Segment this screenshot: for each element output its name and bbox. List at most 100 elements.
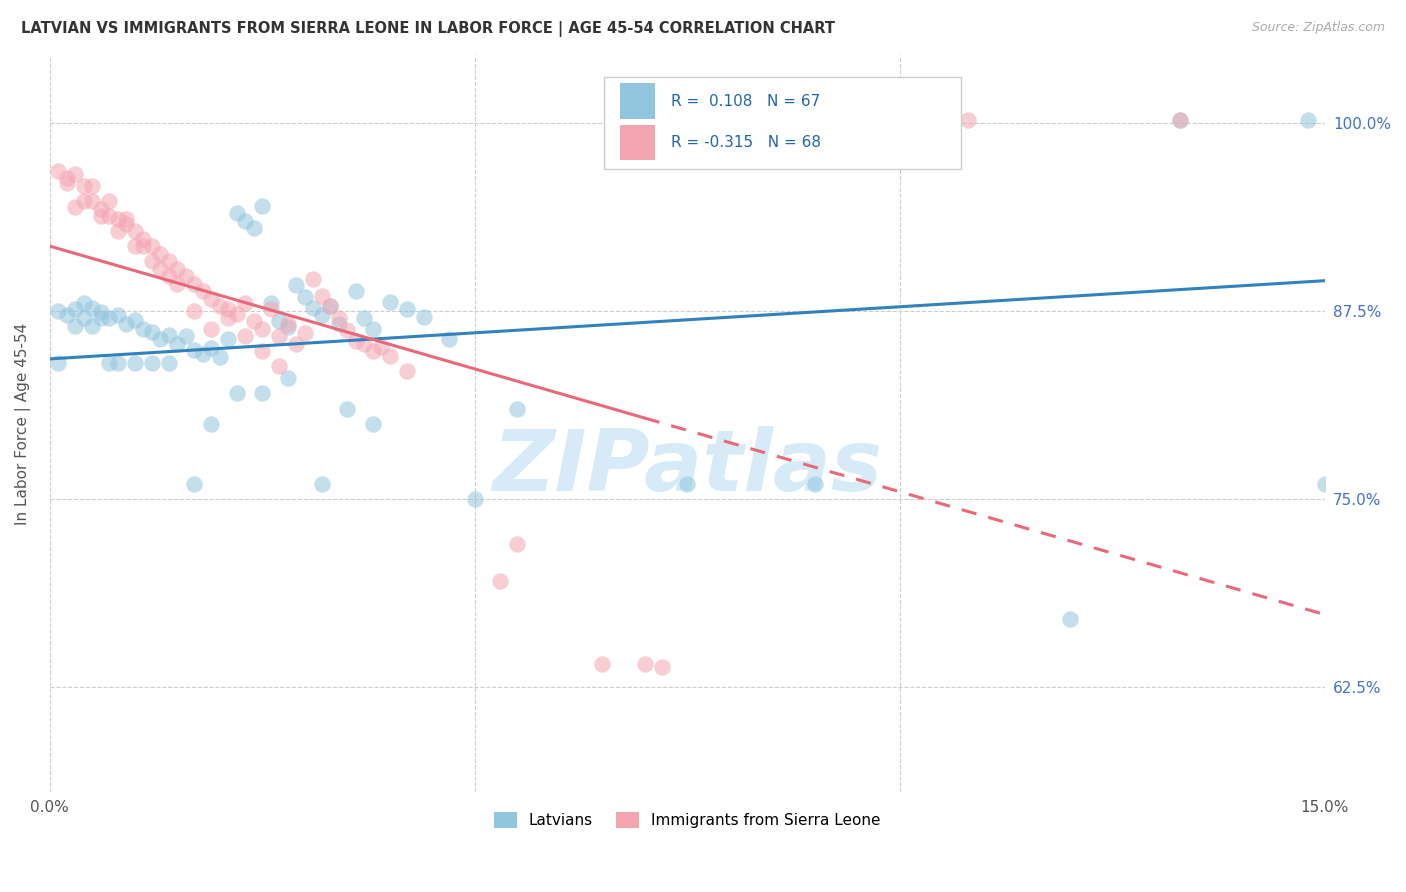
Point [65, 200, 87, 214]
Point [269, 359, 291, 374]
Point [294, 290, 316, 304]
Point [82, 194, 104, 208]
Point [107, 356, 129, 370]
Point [395, 302, 418, 317]
Point [252, 198, 274, 212]
Point [370, 340, 392, 354]
Point [319, 299, 342, 313]
Point [302, 301, 325, 315]
Point [217, 332, 239, 346]
Point [1059, 612, 1081, 626]
Point [90, 202, 112, 216]
Point [361, 344, 384, 359]
Point [183, 303, 205, 318]
Point [233, 213, 256, 227]
Point [157, 254, 180, 268]
Point [191, 347, 214, 361]
Point [651, 660, 673, 674]
Point [233, 329, 256, 343]
Point [412, 310, 434, 324]
Point [174, 329, 197, 343]
Point [191, 284, 214, 298]
Point [260, 302, 283, 317]
Point [344, 334, 367, 348]
Point [124, 313, 146, 327]
Y-axis label: In Labor Force | Age 45-54: In Labor Force | Age 45-54 [15, 322, 31, 524]
Point [141, 325, 163, 339]
Point [676, 476, 699, 491]
Point [269, 314, 291, 328]
Point [55, 308, 77, 322]
Point [166, 261, 188, 276]
Point [217, 302, 239, 317]
Point [252, 344, 274, 359]
Point [141, 356, 163, 370]
Point [124, 239, 146, 253]
Point [439, 332, 461, 346]
Point [107, 224, 129, 238]
Point [98, 311, 121, 326]
Point [90, 311, 112, 326]
Point [225, 386, 247, 401]
Point [344, 284, 367, 298]
Point [107, 308, 129, 322]
Text: Source: ZipAtlas.com: Source: ZipAtlas.com [1251, 21, 1385, 34]
Point [208, 299, 231, 313]
Point [277, 371, 299, 385]
Point [46, 356, 69, 370]
Point [489, 574, 512, 589]
Point [200, 342, 222, 356]
Point [353, 336, 375, 351]
Point [200, 292, 222, 306]
Point [277, 320, 299, 334]
Point [65, 302, 87, 317]
Point [1168, 112, 1191, 127]
Point [260, 296, 283, 310]
Point [591, 657, 613, 672]
Point [328, 311, 350, 326]
Point [65, 167, 87, 181]
Point [242, 221, 264, 235]
Legend: Latvians, Immigrants from Sierra Leone: Latvians, Immigrants from Sierra Leone [486, 805, 889, 836]
Point [132, 231, 155, 245]
Text: LATVIAN VS IMMIGRANTS FROM SIERRA LEONE IN LABOR FORCE | AGE 45-54 CORRELATION C: LATVIAN VS IMMIGRANTS FROM SIERRA LEONE … [21, 21, 835, 37]
Point [634, 657, 657, 672]
Point [353, 311, 375, 326]
Point [1313, 476, 1336, 491]
Point [956, 112, 979, 127]
Point [73, 194, 96, 208]
Point [252, 322, 274, 336]
FancyBboxPatch shape [620, 125, 655, 161]
Point [141, 254, 163, 268]
Point [328, 318, 350, 332]
Point [361, 322, 384, 336]
Point [166, 336, 188, 351]
Point [149, 332, 172, 346]
Point [285, 336, 308, 351]
Point [73, 178, 96, 193]
Point [269, 329, 291, 343]
Point [157, 269, 180, 284]
Point [1296, 112, 1319, 127]
Point [302, 272, 325, 286]
Point [233, 296, 256, 310]
Point [311, 308, 333, 322]
Point [336, 401, 359, 416]
Point [378, 349, 401, 363]
Point [217, 311, 239, 326]
Point [65, 318, 87, 333]
Point [82, 178, 104, 193]
Point [115, 318, 138, 332]
Text: ZIPatlas: ZIPatlas [492, 426, 883, 509]
Text: R =  0.108   N = 67: R = 0.108 N = 67 [671, 94, 820, 109]
Point [46, 303, 69, 318]
Point [82, 301, 104, 315]
Point [149, 261, 172, 276]
Point [124, 356, 146, 370]
Point [73, 296, 96, 310]
Point [311, 289, 333, 303]
Point [285, 278, 308, 293]
Point [294, 326, 316, 341]
Point [225, 206, 247, 220]
Text: R = -0.315   N = 68: R = -0.315 N = 68 [671, 135, 821, 150]
